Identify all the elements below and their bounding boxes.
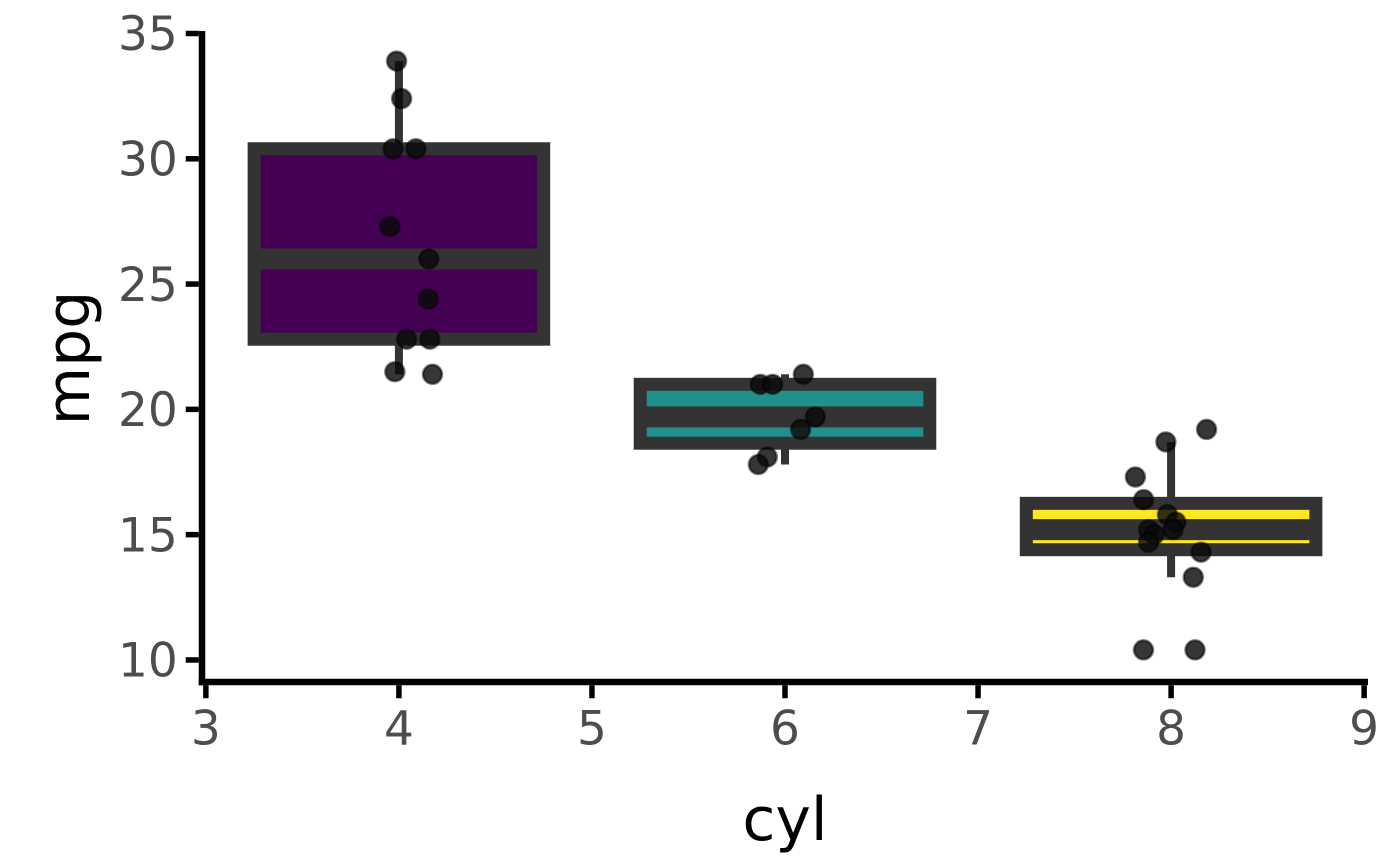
x-tick-label: 6 <box>770 701 800 756</box>
jitter-point-cyl-8 <box>1132 639 1155 661</box>
jitter-point-cyl-4 <box>417 288 440 310</box>
jitter-point-cyl-4 <box>384 361 406 383</box>
jitter-point-cyl-4 <box>382 138 404 160</box>
jitter-point-cyl-6 <box>789 418 812 441</box>
jitter-point-cyl-6 <box>804 406 827 428</box>
y-tick-label: 10 <box>118 634 178 689</box>
x-tick-label: 9 <box>1349 701 1379 756</box>
jitter-point-cyl-8 <box>1137 531 1160 553</box>
jitter-points-layer <box>379 50 1218 661</box>
y-tick-label: 35 <box>118 7 178 62</box>
jitter-point-cyl-4 <box>395 328 418 350</box>
x-tick-label: 5 <box>577 701 607 756</box>
jitter-point-cyl-8 <box>1182 566 1205 589</box>
jitter-point-cyl-6 <box>761 373 784 396</box>
x-tick-label: 4 <box>384 701 414 756</box>
jitter-point-cyl-4 <box>379 215 401 238</box>
x-tick-label: 8 <box>1156 701 1186 756</box>
x-axis-title: cyl <box>742 785 827 855</box>
y-axis-title: mpg <box>34 291 104 426</box>
boxes-layer <box>247 142 1323 557</box>
jitter-point-cyl-8 <box>1190 541 1212 563</box>
jitter-point-cyl-4 <box>419 328 441 350</box>
jitter-point-cyl-8 <box>1124 466 1147 488</box>
y-tick-label: 20 <box>118 383 178 438</box>
y-tick-label: 30 <box>118 132 178 187</box>
box-cyl-4 <box>247 142 551 346</box>
jitter-point-cyl-8 <box>1162 518 1184 541</box>
jitter-point-cyl-4 <box>405 138 427 160</box>
jitter-point-cyl-8 <box>1195 418 1218 441</box>
jitter-point-cyl-6 <box>747 453 770 476</box>
jitter-point-cyl-8 <box>1132 488 1155 511</box>
jitter-point-cyl-4 <box>418 248 440 270</box>
y-tick-label: 15 <box>118 508 178 563</box>
x-tick-label: 7 <box>963 701 993 756</box>
axes-layer: 10 15 20 25 30 35 3 4 5 6 7 8 9 <box>118 7 1379 756</box>
jitter-point-cyl-4 <box>385 50 408 72</box>
jitter-point-cyl-6 <box>792 363 815 386</box>
y-tick-label: 25 <box>118 258 178 313</box>
jitter-point-cyl-4 <box>390 87 413 110</box>
x-tick-label: 3 <box>191 701 221 756</box>
jitter-point-cyl-4 <box>421 363 444 386</box>
jitter-point-cyl-8 <box>1184 639 1206 661</box>
jitter-point-cyl-8 <box>1155 431 1177 453</box>
